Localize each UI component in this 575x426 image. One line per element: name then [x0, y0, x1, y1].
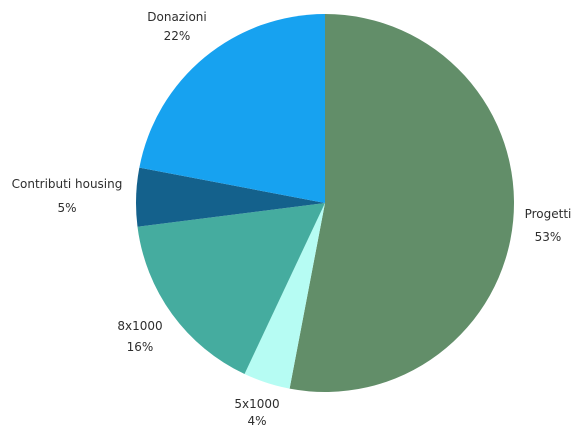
- slice-label: Donazioni: [147, 10, 206, 24]
- pie-slice-8x1000: [137, 203, 325, 375]
- slice-label: 8x1000: [117, 319, 162, 333]
- slice-value-label: 16%: [127, 340, 154, 354]
- slice-label: 5x1000: [234, 397, 279, 411]
- slice-value-label: 4%: [247, 414, 266, 426]
- pie-slice-contributi-housing: [136, 167, 325, 227]
- slice-value-label: 53%: [535, 230, 562, 244]
- slice-value-label: 22%: [164, 29, 191, 43]
- pie-slices: [136, 14, 514, 392]
- slice-value-label: 5%: [57, 201, 76, 215]
- pie-slice-5x1000: [244, 203, 325, 389]
- pie-labels: Progetti 53% 5x1000 4% 8x1000 16% Contributi h…: [12, 10, 572, 426]
- slice-label: Contributi housing: [12, 177, 123, 191]
- slice-label: Progetti: [525, 207, 572, 221]
- pie-slice-progetti: [289, 14, 514, 392]
- pie-slice-donazioni: [139, 14, 325, 203]
